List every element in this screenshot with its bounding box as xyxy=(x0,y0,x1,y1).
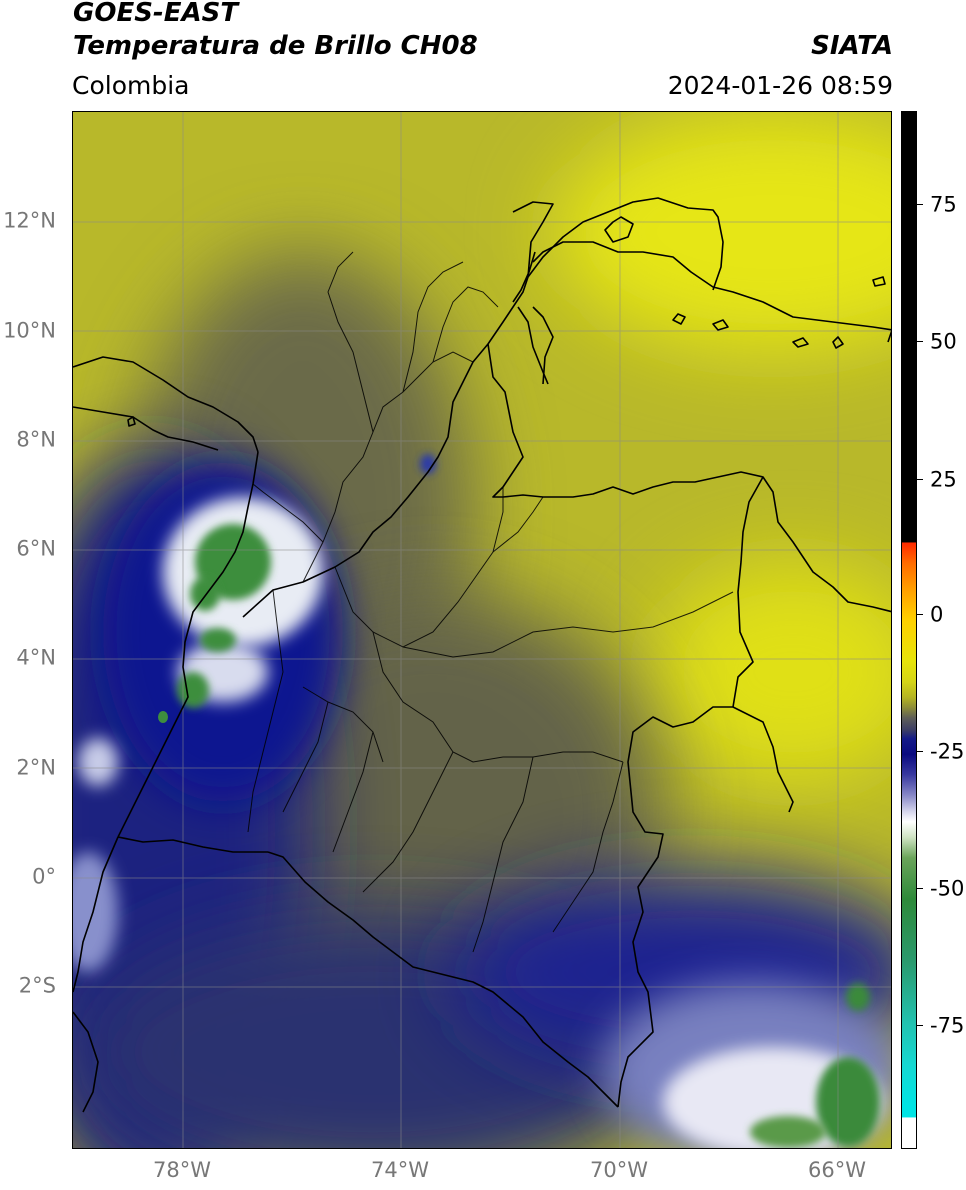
lat-label-2s: 2°S xyxy=(18,973,56,998)
colorbar-label-minus-50: -50 xyxy=(930,876,965,901)
colorbar-tick xyxy=(917,479,923,480)
map-gridlines xyxy=(73,112,891,1148)
colorbar-tick xyxy=(917,341,923,342)
lat-label-2n: 2°N xyxy=(16,755,56,780)
colorbar-label-0: 0 xyxy=(930,602,944,627)
colorbar-label-minus-25: -25 xyxy=(930,739,965,764)
colorbar-tick xyxy=(917,888,923,889)
brightness-temperature-field xyxy=(73,112,891,1148)
brand-name: SIATA xyxy=(811,31,893,61)
colorbar-tick xyxy=(917,1025,923,1026)
colorbar-label-25: 25 xyxy=(930,467,957,492)
colorbar-label-50: 50 xyxy=(930,329,957,354)
colorbar-gradient xyxy=(902,112,916,1148)
region-label: Colombia xyxy=(72,71,190,100)
lat-label-4n: 4°N xyxy=(16,645,56,670)
country-borders xyxy=(73,197,891,1113)
lat-label-6n: 6°N xyxy=(16,536,56,561)
satellite-name: GOES-EAST xyxy=(73,0,239,28)
lat-label-0: 0° xyxy=(32,864,56,889)
datetime-label: 2024-01-26 08:59 xyxy=(667,71,893,100)
satellite-map[interactable] xyxy=(72,111,892,1149)
colorbar-label-minus-75: -75 xyxy=(930,1013,965,1038)
lon-label-74w: 74°W xyxy=(371,1158,429,1182)
lon-label-70w: 70°W xyxy=(590,1158,648,1182)
colorbar-label-75: 75 xyxy=(930,192,957,217)
lat-label-8n: 8°N xyxy=(16,427,56,452)
lat-label-12n: 12°N xyxy=(3,208,56,233)
lon-label-78w: 78°W xyxy=(153,1158,211,1182)
colorbar-tick xyxy=(917,204,923,205)
colorbar-tick xyxy=(917,751,923,752)
lat-label-10n: 10°N xyxy=(3,318,56,343)
colorbar xyxy=(901,111,917,1149)
department-borders xyxy=(247,251,734,953)
lon-label-66w: 66°W xyxy=(808,1158,866,1182)
colorbar-tick xyxy=(917,614,923,615)
product-title: Temperatura de Brillo CH08 xyxy=(73,31,478,61)
